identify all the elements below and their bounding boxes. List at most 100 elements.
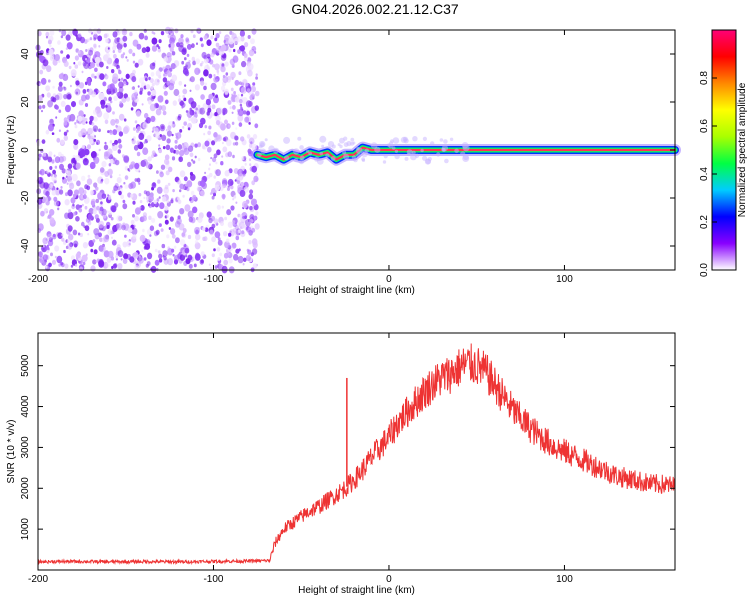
signal-halo-speckle — [316, 158, 324, 165]
noise-speckle — [214, 112, 218, 117]
noise-speckle — [234, 135, 239, 141]
noise-speckle — [60, 262, 65, 268]
noise-speckle — [232, 142, 236, 146]
noise-speckle — [213, 192, 216, 197]
signal-halo-speckle — [297, 136, 302, 141]
noise-speckle — [38, 170, 43, 175]
signal-halo-speckle — [392, 137, 400, 144]
noise-speckle — [90, 189, 94, 195]
noise-speckle — [163, 256, 167, 261]
noise-speckle — [194, 226, 200, 235]
snr-frame — [37, 332, 676, 571]
noise-speckle — [87, 135, 91, 139]
noise-speckle — [222, 137, 226, 142]
noise-speckle — [103, 234, 110, 243]
noise-speckle — [183, 243, 187, 248]
noise-speckle — [148, 204, 152, 209]
noise-speckle — [149, 78, 154, 84]
noise-speckle — [208, 73, 213, 79]
noise-speckle — [111, 69, 115, 74]
noise-speckle — [115, 77, 119, 81]
noise-speckle — [177, 181, 180, 185]
noise-speckle — [230, 71, 236, 79]
noise-speckle — [105, 38, 109, 44]
noise-speckle — [66, 129, 69, 133]
noise-speckle — [99, 206, 104, 212]
signal-halo-speckle — [361, 157, 365, 162]
noise-speckle — [93, 116, 98, 122]
noise-speckle — [38, 105, 42, 110]
noise-speckle — [80, 36, 85, 44]
noise-speckle — [78, 110, 84, 118]
noise-speckle — [91, 122, 95, 126]
noise-speckle — [98, 45, 101, 48]
noise-speckle — [168, 166, 173, 173]
noise-speckle — [221, 107, 228, 115]
noise-speckle — [182, 194, 185, 198]
noise-speckle — [70, 255, 75, 261]
noise-speckle — [171, 122, 176, 128]
noise-speckle — [220, 161, 224, 166]
noise-speckle — [151, 186, 155, 191]
noise-speckle — [216, 149, 221, 156]
noise-speckle — [151, 150, 156, 155]
noise-speckle — [200, 251, 205, 257]
noise-speckle — [61, 29, 67, 36]
noise-speckle — [234, 230, 240, 236]
noise-speckle — [115, 254, 118, 259]
noise-speckle — [176, 217, 182, 225]
noise-speckle — [105, 262, 111, 268]
noise-speckle — [92, 62, 95, 66]
noise-speckle — [208, 172, 213, 178]
noise-speckle — [223, 39, 226, 43]
noise-speckle — [112, 63, 115, 67]
signal-halo-speckle — [325, 153, 330, 158]
noise-speckle — [167, 258, 174, 266]
noise-speckle — [45, 31, 50, 37]
signal-halo-speckle — [298, 159, 305, 165]
noise-speckle — [179, 239, 186, 246]
noise-speckle — [105, 52, 110, 59]
noise-speckle — [79, 204, 83, 208]
noise-speckle — [97, 35, 103, 42]
noise-speckle — [103, 144, 109, 151]
noise-speckle — [59, 189, 64, 195]
noise-speckle — [208, 217, 213, 224]
noise-speckle — [175, 237, 180, 244]
noise-speckle — [192, 206, 198, 214]
noise-speckle — [252, 133, 258, 140]
noise-speckle — [71, 101, 76, 108]
noise-speckle — [164, 219, 169, 225]
noise-speckle — [177, 199, 182, 205]
noise-speckle — [199, 62, 203, 67]
noise-speckle — [99, 73, 105, 80]
noise-speckle — [105, 104, 108, 108]
colorbar-tick-label: 0.0 — [699, 263, 710, 277]
noise-speckle — [123, 118, 127, 122]
noise-speckle — [248, 122, 251, 125]
noise-speckle — [222, 89, 225, 93]
noise-speckle — [248, 240, 252, 245]
colorbar-gradient — [711, 29, 737, 271]
noise-speckle — [55, 105, 59, 110]
signal-halo-speckle — [308, 151, 312, 156]
noise-speckle — [122, 241, 128, 248]
noise-speckle — [63, 86, 65, 89]
noise-speckle — [67, 238, 71, 244]
noise-speckle — [221, 178, 228, 185]
noise-speckle — [99, 237, 103, 243]
noise-speckle — [184, 247, 190, 254]
noise-speckle — [137, 58, 144, 66]
noise-speckle — [156, 186, 163, 194]
noise-speckle — [130, 193, 134, 198]
noise-speckle — [56, 187, 59, 190]
noise-speckle — [68, 233, 74, 241]
noise-speckle — [139, 90, 143, 95]
noise-speckle — [123, 253, 129, 260]
y-tick-label: -20 — [20, 190, 31, 205]
noise-speckle — [110, 119, 116, 126]
noise-speckle — [83, 194, 87, 200]
noise-speckle — [189, 76, 195, 83]
noise-speckle — [145, 190, 151, 197]
noise-speckle — [239, 45, 245, 52]
